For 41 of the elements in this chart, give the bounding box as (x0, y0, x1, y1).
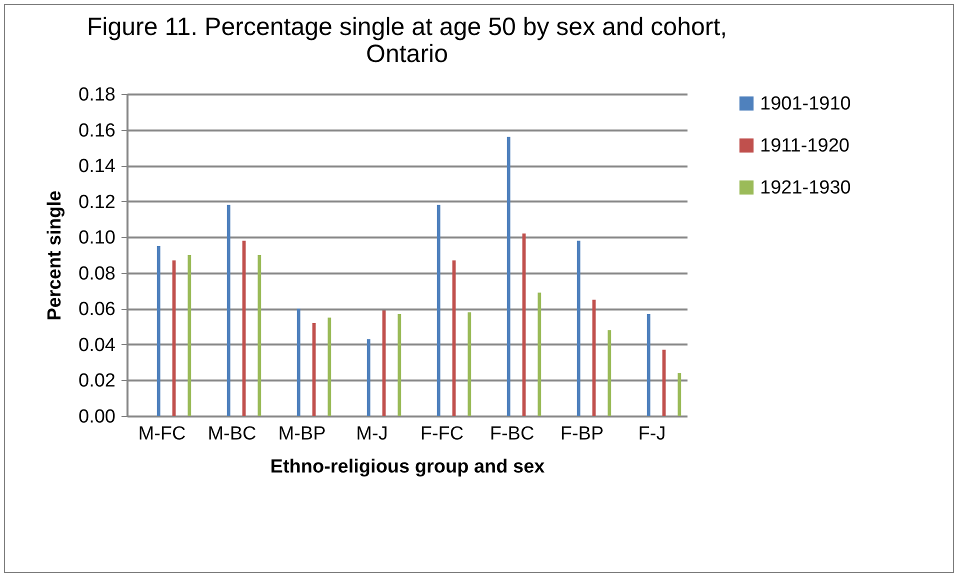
bar (188, 255, 192, 416)
bar (328, 318, 332, 416)
x-axis-title: Ethno-religious group and sex (270, 456, 546, 478)
x-tick-label: F-FC (420, 424, 464, 444)
bar (226, 204, 230, 416)
y-tick-label: 0.04 (78, 334, 116, 356)
x-tick-label: M-BC (208, 424, 256, 444)
y-tick-label: 0.18 (78, 84, 116, 106)
bar (538, 292, 542, 416)
y-tick-label: 0.12 (78, 192, 116, 213)
y-tick-label: 0.08 (78, 263, 116, 284)
x-tick-label: F-J (638, 424, 666, 444)
text: Ontario (366, 40, 448, 68)
text: Figure 11. Percentage single at age 50 by sex and cohort, (86, 13, 728, 41)
bar (296, 308, 300, 416)
y-tick-label: 0.16 (78, 120, 116, 142)
bar (156, 246, 160, 416)
legend-label: 1911-1920 (760, 136, 850, 156)
bar (258, 255, 262, 416)
y-tick-label: 0.02 (78, 370, 116, 392)
y-tick-label: 0.14 (78, 156, 116, 178)
y-axis-title: Percent single (44, 190, 66, 320)
x-tick-label: F-BP (560, 424, 604, 444)
bar (678, 373, 682, 416)
x-tick-label: M-FC (138, 424, 186, 444)
x-tick-label: M-BP (278, 424, 326, 444)
bar (436, 204, 440, 416)
legend-label: 1901-1910 (760, 94, 851, 114)
bar (506, 136, 510, 416)
bar (468, 312, 472, 416)
y-tick-label: 0.00 (78, 406, 116, 428)
bar (608, 330, 612, 416)
x-tick-label: M-J (356, 424, 388, 444)
x-tick-label: F-BC (490, 424, 534, 444)
y-tick-label: 0.10 (78, 228, 116, 249)
bar (398, 314, 402, 416)
y-tick-label: 0.06 (78, 299, 116, 320)
bar (646, 314, 650, 416)
bar (576, 240, 580, 416)
bar (366, 339, 370, 416)
legend-label: 1921-1930 (760, 178, 851, 198)
